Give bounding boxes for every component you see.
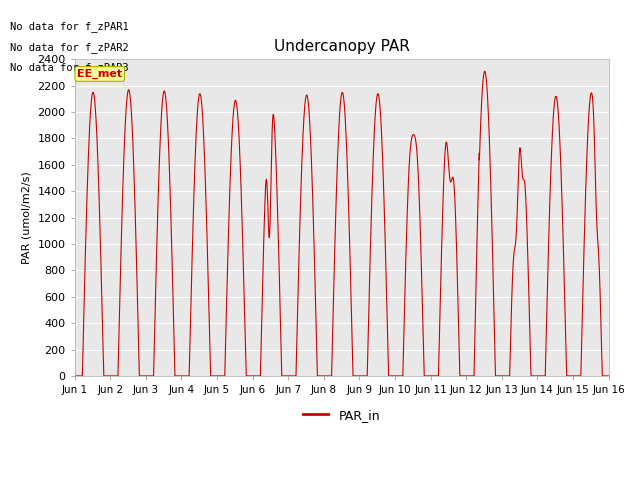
PAR_in xyxy=(70,373,78,379)
Title: Undercanopy PAR: Undercanopy PAR xyxy=(274,39,410,54)
PAR_in xyxy=(461,373,469,379)
Y-axis label: PAR (umol/m2/s): PAR (umol/m2/s) xyxy=(22,171,32,264)
Text: No data for f_zPAR1: No data for f_zPAR1 xyxy=(10,22,129,32)
PAR_in xyxy=(166,200,174,205)
Text: EE_met: EE_met xyxy=(77,69,122,79)
PAR_in xyxy=(431,373,439,379)
PAR_in xyxy=(492,373,499,379)
PAR_in xyxy=(605,373,612,379)
Line: PAR_in: PAR_in xyxy=(74,71,609,376)
Text: No data for f_zPAR3: No data for f_zPAR3 xyxy=(10,62,129,73)
PAR_in xyxy=(481,68,488,74)
PAR_in xyxy=(321,373,329,379)
PAR_in xyxy=(604,373,612,379)
Text: No data for f_zPAR2: No data for f_zPAR2 xyxy=(10,42,129,53)
Legend: PAR_in: PAR_in xyxy=(298,404,385,427)
